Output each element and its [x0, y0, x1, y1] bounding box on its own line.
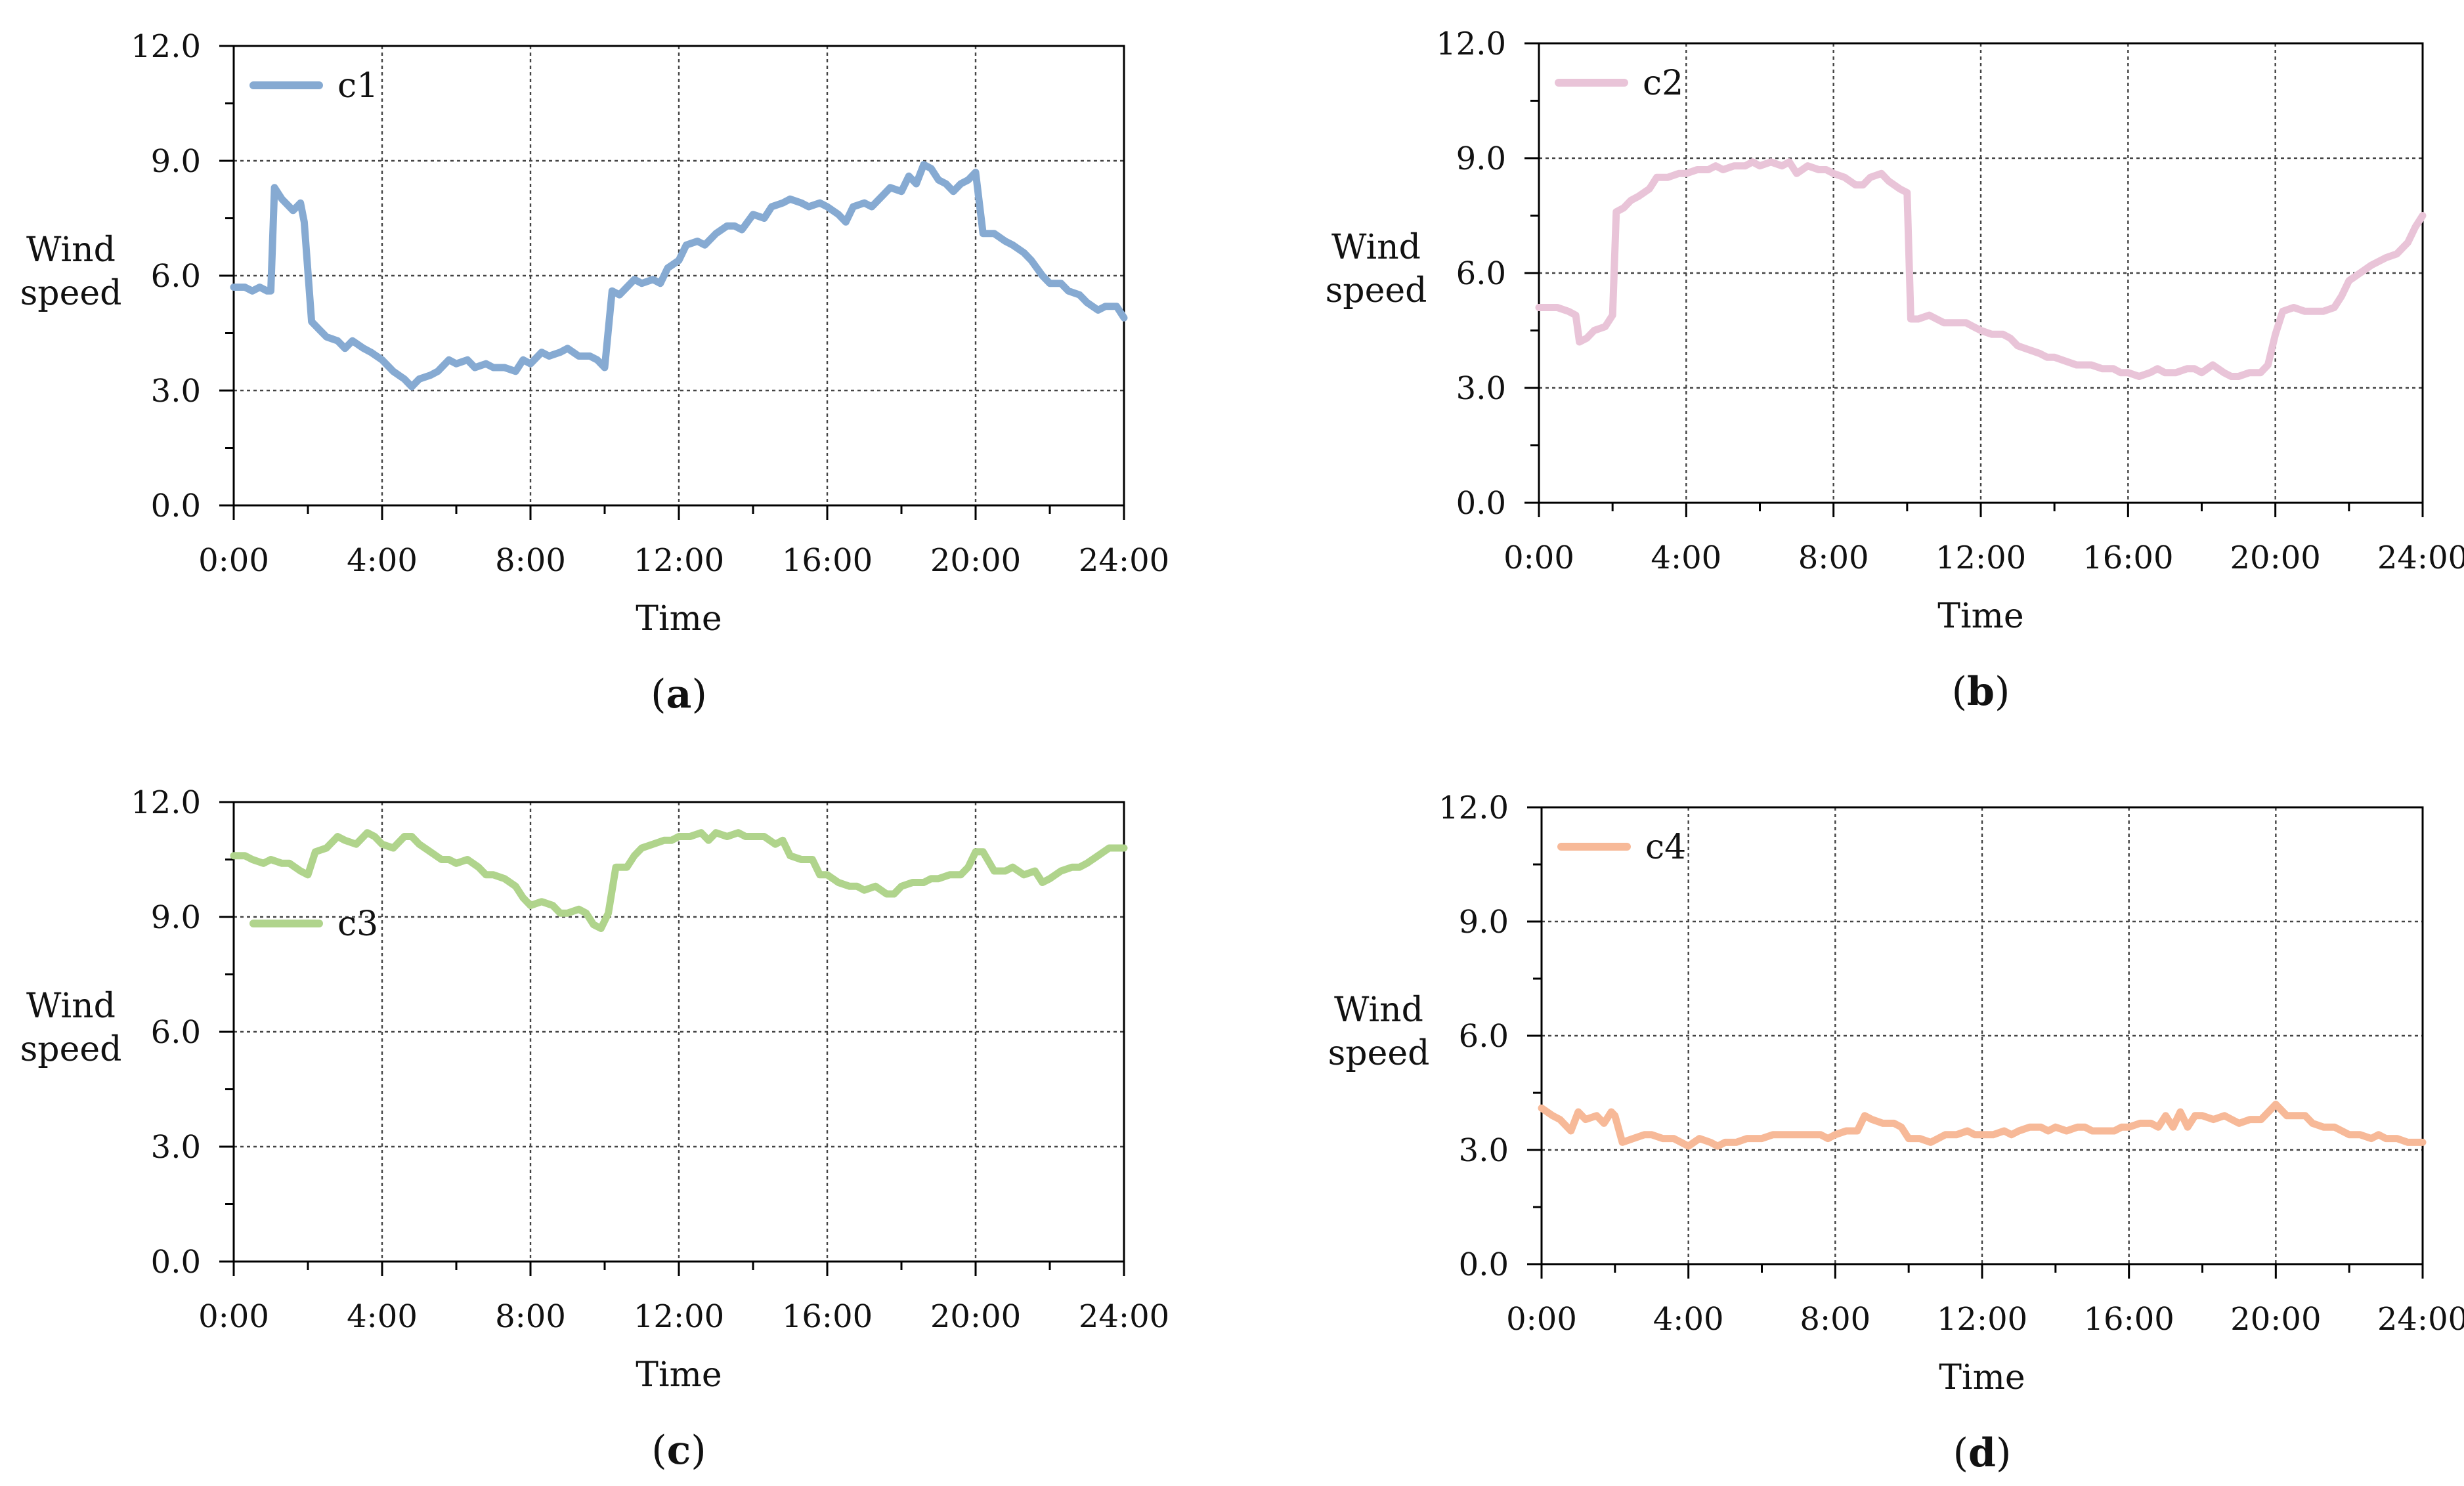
panel-d: 0:00 4:00 8:00 12:00 16:00 20:00 24:00 0.0 3.0 6.…: [1328, 790, 2464, 1476]
caption-close-paren: ): [1996, 1430, 2011, 1476]
y-axis-title-line: speed: [20, 274, 122, 313]
x-tick-label: 0:00: [198, 1298, 269, 1335]
caption-open-paren: (: [651, 1428, 666, 1474]
caption-close-paren: ): [1995, 669, 2010, 715]
x-tick-label: 0:00: [1506, 1301, 1577, 1338]
x-tick-label: 12:00: [1935, 540, 2026, 576]
caption-letter: b: [1967, 669, 1995, 715]
caption-letter: d: [1968, 1430, 1996, 1476]
y-tick-label: 6.0: [1459, 1018, 1509, 1055]
x-tick-label: 4:00: [347, 542, 418, 579]
x-tick-label: 16:00: [2083, 540, 2173, 576]
x-tick-label: 16:00: [2084, 1301, 2174, 1338]
y-axis-title: Wind speed: [20, 230, 122, 313]
x-tick-label: 24:00: [1079, 1298, 1169, 1335]
x-tick-label: 20:00: [930, 542, 1021, 579]
y-axis-title-line: speed: [1328, 1034, 1430, 1073]
y-axis-title-line: Wind: [26, 987, 116, 1026]
x-tick-label: 12:00: [1937, 1301, 2027, 1338]
y-tick-label: 6.0: [151, 1014, 201, 1051]
y-axis-title-line: Wind: [1334, 990, 1423, 1030]
x-axis-title: Time: [636, 599, 722, 639]
panel-caption: (c): [651, 1428, 706, 1474]
x-axis-title: Time: [636, 1355, 722, 1395]
y-axis-title: Wind speed: [1326, 228, 1427, 310]
x-tick-label: 20:00: [2230, 540, 2321, 576]
y-tick-label: 3.0: [151, 1129, 201, 1166]
panel-caption: (d): [1953, 1430, 2012, 1476]
x-tick-label: 12:00: [634, 542, 724, 579]
x-tick-label: 0:00: [198, 542, 269, 579]
y-axis-title-line: Wind: [1331, 228, 1421, 267]
x-tick-label: 12:00: [634, 1298, 724, 1335]
x-tick-label: 4:00: [1651, 540, 1721, 576]
y-tick-label: 0.0: [151, 488, 201, 524]
x-tick-label: 16:00: [782, 1298, 873, 1335]
y-tick-label: 12.0: [131, 784, 201, 821]
series-line-c2: [1535, 158, 2427, 380]
panel-c: 0:00 4:00 8:00 12:00 16:00 20:00 24:00 0.0 3.0 6.…: [20, 784, 1170, 1474]
legend-label: c2: [1643, 64, 1683, 103]
y-axis-title: Wind speed: [1328, 990, 1430, 1073]
x-tick-label: 8:00: [495, 1298, 566, 1335]
panel-b: 0:00 4:00 8:00 12:00 16:00 20:00 24:00 0.0 3.0 6.…: [1326, 26, 2464, 715]
x-tick-label: 4:00: [347, 1298, 418, 1335]
series-line-c1: [230, 161, 1128, 391]
y-tick-label: 0.0: [151, 1244, 201, 1281]
caption-letter: c: [667, 1428, 691, 1474]
y-tick-label: 3.0: [1459, 1132, 1509, 1169]
y-tick-label: 0.0: [1456, 485, 1506, 522]
panel-caption: (a): [651, 671, 707, 717]
x-tick-label: 4:00: [1653, 1301, 1724, 1338]
x-axis-title: Time: [1937, 597, 2023, 636]
y-tick-label: 12.0: [1438, 790, 1509, 826]
y-tick-label: 12.0: [131, 28, 201, 65]
caption-open-paren: (: [1953, 1430, 1968, 1476]
x-tick-label: 8:00: [1798, 540, 1869, 576]
panel-caption: (b): [1952, 669, 2010, 715]
caption-open-paren: (: [1952, 669, 1967, 715]
x-tick-label: 24:00: [2377, 1301, 2464, 1338]
y-tick-label: 3.0: [1456, 370, 1506, 407]
y-tick-label: 9.0: [151, 143, 201, 180]
y-axis-title-line: speed: [20, 1030, 122, 1069]
x-tick-label: 16:00: [782, 542, 873, 579]
panel-a: 0:00 4:00 8:00 12:00 16:00 20:00 24:00 0.0 3.0 6.…: [20, 28, 1170, 717]
caption-close-paren: ): [691, 1428, 706, 1474]
y-axis-title: Wind speed: [20, 987, 122, 1069]
series-line-c4: [1538, 1100, 2427, 1150]
y-tick-label: 3.0: [151, 373, 201, 410]
x-tick-label: 24:00: [1079, 542, 1169, 579]
x-tick-label: 8:00: [495, 542, 566, 579]
x-axis-title: Time: [1939, 1358, 2025, 1397]
legend-label: c4: [1645, 828, 1686, 867]
x-tick-label: 24:00: [2377, 540, 2464, 576]
y-tick-label: 12.0: [1436, 26, 1506, 62]
y-axis-title-line: Wind: [26, 230, 116, 270]
y-tick-label: 9.0: [1456, 140, 1506, 177]
y-tick-label: 9.0: [151, 899, 201, 936]
x-tick-label: 0:00: [1503, 540, 1574, 576]
x-tick-label: 20:00: [2230, 1301, 2321, 1338]
x-tick-label: 20:00: [930, 1298, 1021, 1335]
caption-open-paren: (: [651, 671, 666, 717]
legend-label: c1: [337, 66, 378, 106]
y-axis-title-line: speed: [1326, 271, 1427, 310]
y-tick-label: 0.0: [1459, 1246, 1509, 1283]
y-tick-label: 6.0: [151, 258, 201, 295]
y-tick-label: 6.0: [1456, 255, 1506, 292]
caption-letter: a: [666, 671, 692, 717]
x-tick-label: 8:00: [1800, 1301, 1870, 1338]
legend-label: c3: [337, 904, 378, 944]
series-line-c3: [230, 829, 1128, 932]
y-tick-label: 9.0: [1459, 904, 1509, 941]
caption-close-paren: ): [691, 671, 706, 717]
